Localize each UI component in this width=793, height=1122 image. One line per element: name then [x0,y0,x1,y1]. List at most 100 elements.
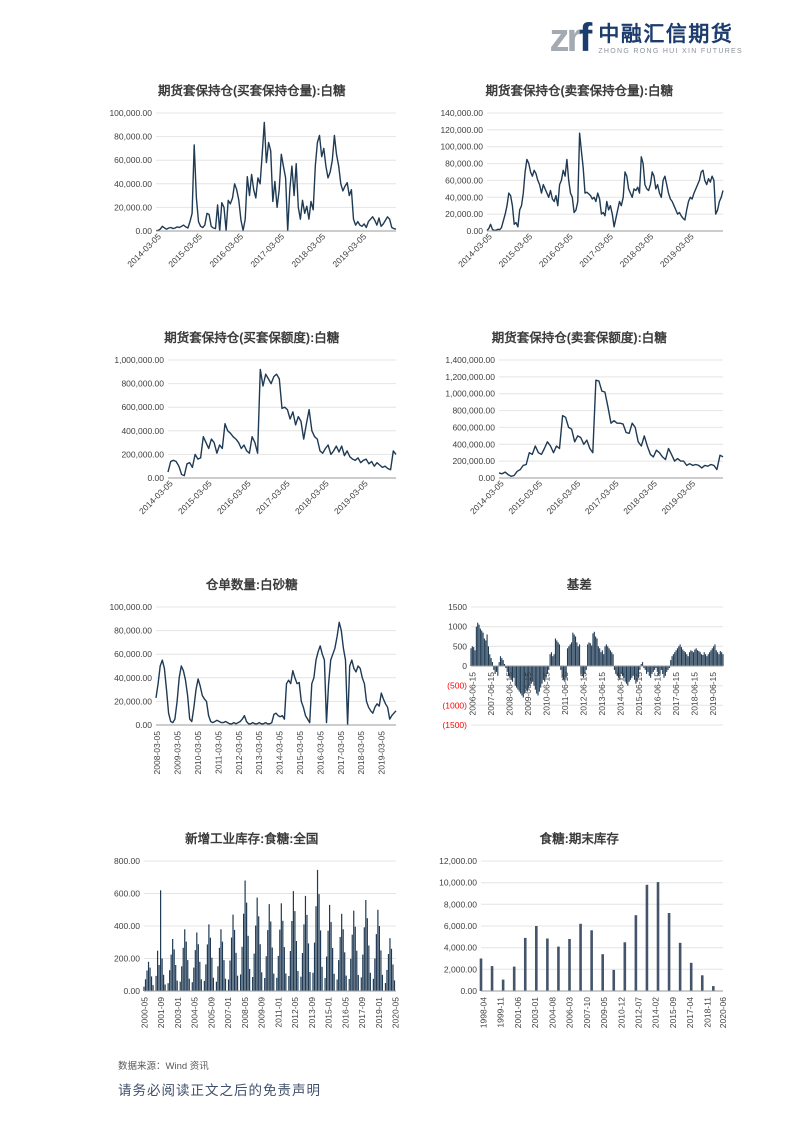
svg-text:800,000.00: 800,000.00 [121,379,164,389]
chart-title: 期货套保持仓(卖套保持仓量):白糖 [485,84,674,98]
svg-text:1,000,000.00: 1,000,000.00 [114,355,164,365]
svg-text:2014-03-05: 2014-03-05 [468,478,506,516]
svg-text:2015-03-05: 2015-03-05 [295,731,305,775]
chart-title: 食糖:期末库存 [539,832,619,846]
svg-text:20,000.00: 20,000.00 [445,209,483,219]
svg-text:2016-03-05: 2016-03-05 [315,731,325,775]
svg-text:2013-06-15: 2013-06-15 [597,672,607,716]
svg-text:2014-02: 2014-02 [651,997,661,1028]
svg-text:140,000.00: 140,000.00 [441,108,484,118]
svg-text:2007-06-15: 2007-06-15 [486,672,496,716]
svg-text:2009-06-15: 2009-06-15 [523,672,533,716]
chart-basis: 基差 1500 1000 500 0 (500) (1000) (1500) 2006-06-… [424,574,736,802]
svg-text:1000: 1000 [448,622,467,632]
svg-text:2020-06: 2020-06 [718,997,728,1028]
chart-title: 期货套保持仓(买套保额度):白糖 [164,331,340,345]
svg-text:0: 0 [463,661,468,671]
svg-text:40,000.00: 40,000.00 [445,192,483,202]
chart-canvas-line: 0.00 20,000.00 40,000.00 60,000.00 80,000.00… [109,108,396,269]
logo-mark-zr: zr [549,16,582,60]
svg-text:2016-03-05: 2016-03-05 [545,478,583,516]
svg-text:2003-01: 2003-01 [173,997,183,1028]
svg-text:0.00: 0.00 [479,473,496,483]
svg-text:0.00: 0.00 [123,986,140,996]
svg-text:2005-09: 2005-09 [206,997,216,1028]
svg-text:2006-06-15: 2006-06-15 [468,672,478,716]
company-logo: zrf 中融汇信期货 ZHONG RONG HUI XIN FUTURES [549,18,743,58]
svg-text:2010-12: 2010-12 [617,997,627,1028]
svg-text:1,200,000.00: 1,200,000.00 [446,372,496,382]
chart-title: 新增工业库存:食糖:全国 [185,832,319,846]
svg-text:2017-03-05: 2017-03-05 [254,478,292,516]
svg-text:40,000.00: 40,000.00 [114,179,152,189]
svg-text:80,000.00: 80,000.00 [114,626,152,636]
svg-text:200,000.00: 200,000.00 [121,449,164,459]
chart-hedge-sell-amount: 期货套保持仓(卖套保额度):白糖 0.00 200,000.00 400,000.0… [424,327,736,548]
svg-text:20,000.00: 20,000.00 [114,696,152,706]
svg-text:120,000.00: 120,000.00 [441,125,484,135]
svg-text:400,000.00: 400,000.00 [121,426,164,436]
svg-text:600,000.00: 600,000.00 [453,422,496,432]
svg-text:(1500): (1500) [443,720,468,730]
svg-text:2018-03-05: 2018-03-05 [289,231,327,269]
svg-text:500: 500 [453,641,467,651]
chart-canvas-line: 0.00 200,000.00 400,000.00 600,000.00 800,00… [446,355,724,516]
svg-text:2014-03-05: 2014-03-05 [274,731,284,775]
svg-text:2015-03-05: 2015-03-05 [176,478,214,516]
svg-text:2018-06-15: 2018-06-15 [690,672,700,716]
logo-text: 中融汇信期货 ZHONG RONG HUI XIN FUTURES [598,20,743,55]
svg-text:400.00: 400.00 [114,921,140,931]
svg-text:8,000.00: 8,000.00 [444,899,477,909]
svg-text:1999-11: 1999-11 [496,997,506,1028]
svg-text:0.00: 0.00 [135,720,152,730]
svg-text:80,000.00: 80,000.00 [114,132,152,142]
svg-text:2019-03-05: 2019-03-05 [376,731,386,775]
chart-canvas-line: 0.00 20,000.00 40,000.00 60,000.00 80,000.00… [109,602,397,775]
svg-text:40,000.00: 40,000.00 [114,673,152,683]
svg-text:100,000.00: 100,000.00 [441,142,484,152]
svg-text:2010-06-15: 2010-06-15 [542,672,552,716]
svg-text:0.00: 0.00 [135,226,152,236]
svg-text:2012-05: 2012-05 [290,997,300,1028]
chart-canvas-line: 0.00 200,000.00 400,000.00 600,000.00 800,00… [114,355,397,516]
svg-text:2017-09: 2017-09 [357,997,367,1028]
svg-text:2015-01: 2015-01 [323,997,333,1028]
svg-text:2018-03-05: 2018-03-05 [621,478,659,516]
svg-text:2008-06-15: 2008-06-15 [505,672,515,716]
svg-text:2013-03-05: 2013-03-05 [254,731,264,775]
charts-grid: 期货套保持仓(买套保持仓量):白糖 0.00 20,000.00 40,000.00… [96,80,735,1063]
svg-text:600.00: 600.00 [114,889,140,899]
data-source-note: 数据来源：Wind 资讯 [118,1061,209,1072]
svg-text:80,000.00: 80,000.00 [445,159,483,169]
svg-text:2015-09: 2015-09 [668,997,678,1028]
logo-mark-f: f [579,16,592,60]
svg-text:60,000.00: 60,000.00 [114,155,152,165]
chart-sugar-ending-inventory: 食糖:期末库存 0.00 2,000.00 4,000.00 6,000.00 8,00… [424,828,736,1063]
svg-text:2009-09: 2009-09 [256,997,266,1028]
svg-text:2001-06: 2001-06 [513,997,523,1028]
svg-text:2018-03-05: 2018-03-05 [356,731,366,775]
chart-hedge-sell-volume: 期货套保持仓(卖套保持仓量):白糖 0.00 20,000.00 40,000.00… [424,80,736,301]
svg-text:2004-08: 2004-08 [548,997,558,1028]
svg-text:2017-03-05: 2017-03-05 [583,478,621,516]
svg-text:4,000.00: 4,000.00 [444,943,477,953]
chart-new-industrial-inventory: 新增工业库存:食糖:全国 0.00 200.00 400.00 600.00 800.0… [96,828,408,1063]
svg-text:2008-05: 2008-05 [240,997,250,1028]
svg-text:2013-09: 2013-09 [307,997,317,1028]
svg-text:1,400,000.00: 1,400,000.00 [446,355,496,365]
svg-text:2012-03-05: 2012-03-05 [234,731,244,775]
svg-text:60,000.00: 60,000.00 [445,175,483,185]
chart-warehouse-receipts: 仓单数量:白砂糖 0.00 20,000.00 40,000.00 60,000.00… [96,574,408,802]
svg-text:2017-03-05: 2017-03-05 [577,231,615,269]
svg-text:10,000.00: 10,000.00 [439,878,477,888]
chart-title: 期货套保持仓(买套保持仓量):白糖 [158,84,346,98]
page-footer: 数据来源：Wind 资讯 请务必阅读正文之后的免责声明 [118,1058,321,1099]
svg-text:1,000,000.00: 1,000,000.00 [446,389,496,399]
svg-text:2008-03-05: 2008-03-05 [152,731,162,775]
svg-text:2017-03-05: 2017-03-05 [336,731,346,775]
chart-canvas-bar: 1500 1000 500 0 (500) (1000) (1500)2006-06-15 2… [443,602,724,730]
svg-text:2018-03-05: 2018-03-05 [293,478,331,516]
svg-text:2019-03-05: 2019-03-05 [658,231,696,269]
svg-text:100,000.00: 100,000.00 [109,108,152,118]
